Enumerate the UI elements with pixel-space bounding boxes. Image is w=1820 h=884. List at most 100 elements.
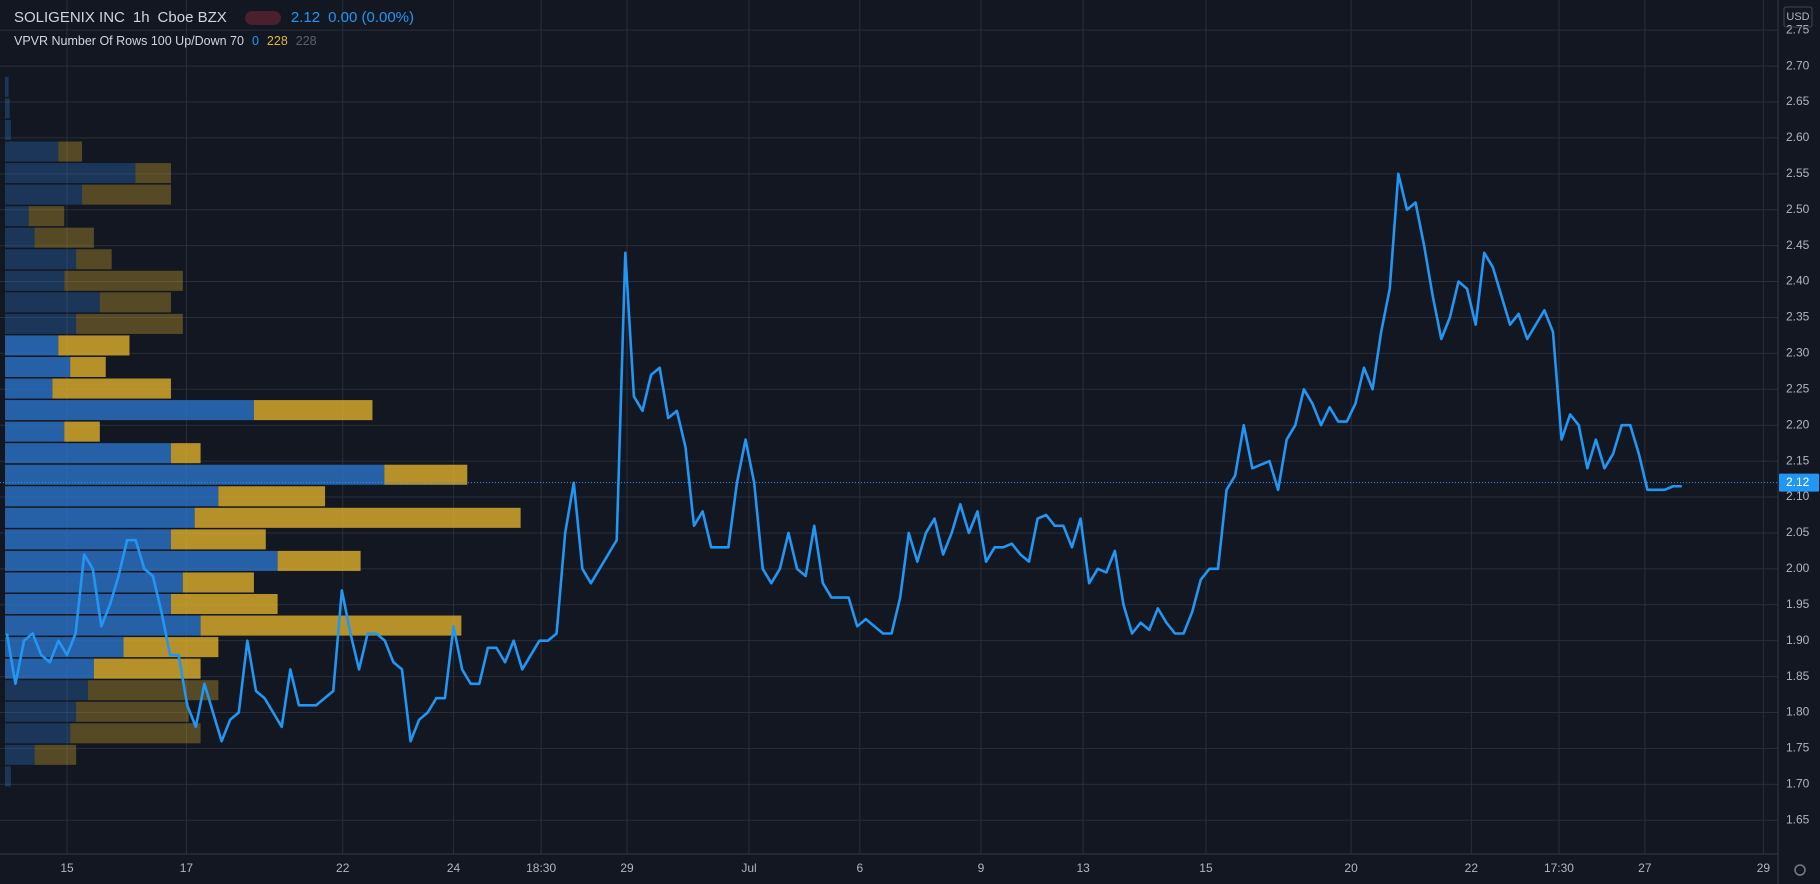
x-tick-label: 9 bbox=[978, 861, 985, 875]
y-tick-label: 2.55 bbox=[1786, 166, 1810, 180]
indicator-up: 0 bbox=[251, 34, 259, 48]
vp-down-bar bbox=[87, 680, 219, 701]
settings-icon[interactable] bbox=[1794, 864, 1806, 876]
vp-down-bar bbox=[64, 270, 183, 291]
y-tick-label: 2.25 bbox=[1786, 381, 1810, 395]
vp-down-bar bbox=[76, 249, 112, 270]
y-tick-label: 2.45 bbox=[1786, 238, 1810, 252]
vp-down-bar bbox=[194, 507, 521, 528]
vp-up-bar bbox=[5, 356, 71, 378]
vp-up-bar bbox=[5, 378, 53, 399]
vp-down-bar bbox=[384, 464, 468, 485]
vp-up-bar bbox=[5, 421, 65, 442]
vp-up-bar bbox=[5, 335, 59, 356]
x-tick-label: 18:30 bbox=[526, 861, 556, 875]
y-tick-label: 1.65 bbox=[1786, 812, 1810, 826]
y-tick-label: 1.75 bbox=[1786, 741, 1810, 755]
x-tick-label: 6 bbox=[856, 861, 863, 875]
last-price-badge bbox=[1779, 473, 1819, 492]
exchange: Cboe BZX bbox=[157, 9, 227, 26]
indicator-name[interactable]: VPVR Number Of Rows 100 Up/Down 70 bbox=[14, 34, 244, 48]
symbol-header: SOLIGENIX INC 1h Cboe BZX 2.12 0.00 (0.00%) bbox=[14, 9, 422, 26]
vp-down-bar bbox=[76, 313, 183, 334]
y-tick-label: 2.00 bbox=[1786, 561, 1810, 575]
vp-down-bar bbox=[170, 529, 266, 550]
vp-down-bar bbox=[52, 378, 171, 399]
x-tick-label: 20 bbox=[1344, 861, 1358, 875]
vp-up-bar bbox=[5, 141, 59, 162]
vp-down-bar bbox=[28, 206, 65, 227]
vp-down-bar bbox=[135, 163, 171, 184]
vp-down-bar bbox=[64, 421, 100, 442]
vp-down-bar bbox=[123, 637, 219, 658]
vp-up-bar bbox=[5, 486, 219, 507]
vp-down-bar bbox=[93, 658, 201, 679]
vp-up-bar bbox=[5, 507, 195, 528]
x-tick-label: 24 bbox=[447, 861, 461, 875]
x-tick-label: 29 bbox=[1757, 861, 1771, 875]
x-tick-label: 15 bbox=[60, 861, 74, 875]
indicator-down: 228 bbox=[266, 34, 288, 48]
vp-down-bar bbox=[76, 701, 189, 722]
vp-up-bar bbox=[5, 766, 11, 787]
y-tick-label: 2.50 bbox=[1786, 202, 1810, 216]
y-tick-label: 2.40 bbox=[1786, 274, 1810, 288]
vp-down-bar bbox=[70, 356, 106, 378]
vp-down-bar bbox=[182, 572, 254, 593]
y-tick-label: 2.35 bbox=[1786, 310, 1810, 324]
vp-up-bar bbox=[5, 163, 136, 184]
interval[interactable]: 1h bbox=[132, 9, 150, 26]
change: 0.00 (0.00%) bbox=[328, 9, 415, 26]
vp-down-bar bbox=[82, 184, 171, 205]
vp-up-bar bbox=[5, 184, 83, 205]
vp-down-bar bbox=[218, 486, 326, 507]
x-tick-label: 17 bbox=[180, 861, 194, 875]
y-tick-label: 1.90 bbox=[1786, 633, 1810, 647]
y-tick-label: 2.20 bbox=[1786, 417, 1810, 431]
vp-down-bar bbox=[58, 335, 130, 356]
vp-up-bar bbox=[5, 637, 124, 658]
last-price: 2.12 bbox=[290, 9, 321, 26]
vp-down-bar bbox=[34, 744, 77, 765]
vp-up-bar bbox=[5, 270, 65, 291]
vp-down-bar bbox=[34, 227, 94, 248]
vp-up-bar bbox=[5, 680, 88, 701]
currency-label: USD bbox=[1786, 11, 1809, 23]
vp-up-bar bbox=[5, 593, 171, 615]
x-tick-label: Jul bbox=[741, 861, 756, 875]
vp-up-bar bbox=[5, 313, 77, 334]
last-price-axis-label: 2.12 bbox=[1786, 475, 1810, 489]
vp-down-bar bbox=[200, 615, 462, 636]
currency-box bbox=[1783, 6, 1813, 28]
indicator-header: VPVR Number Of Rows 100 Up/Down 70 0 228 22… bbox=[14, 34, 325, 48]
y-tick-label: 2.30 bbox=[1786, 346, 1810, 360]
vp-up-bar bbox=[5, 227, 35, 248]
y-tick-label: 1.70 bbox=[1786, 777, 1810, 791]
y-tick-label: 2.70 bbox=[1786, 58, 1810, 72]
vp-up-bar bbox=[5, 76, 9, 97]
vp-down-bar bbox=[170, 593, 278, 615]
vp-up-bar bbox=[5, 464, 385, 485]
x-tick-label: 15 bbox=[1199, 861, 1213, 875]
y-tick-label: 2.10 bbox=[1786, 489, 1810, 503]
x-tick-label: 22 bbox=[1465, 861, 1479, 875]
x-tick-label: 27 bbox=[1638, 861, 1652, 875]
symbol[interactable]: SOLIGENIX INC bbox=[14, 9, 125, 26]
price-line bbox=[5, 172, 1682, 743]
vp-down-bar bbox=[99, 292, 171, 313]
x-tick-label: 22 bbox=[336, 861, 350, 875]
y-tick-label: 2.05 bbox=[1786, 525, 1810, 539]
y-tick-label: 2.65 bbox=[1786, 94, 1810, 108]
market-status-icon[interactable] bbox=[244, 11, 281, 26]
vp-up-bar bbox=[5, 292, 100, 313]
y-tick-label: 1.85 bbox=[1786, 669, 1810, 683]
vp-up-bar bbox=[5, 723, 71, 744]
vp-up-bar bbox=[5, 701, 77, 722]
vp-down-bar bbox=[277, 550, 361, 571]
vp-up-bar bbox=[5, 206, 29, 227]
vp-up-bar bbox=[5, 400, 254, 421]
vp-down-bar bbox=[253, 400, 373, 421]
